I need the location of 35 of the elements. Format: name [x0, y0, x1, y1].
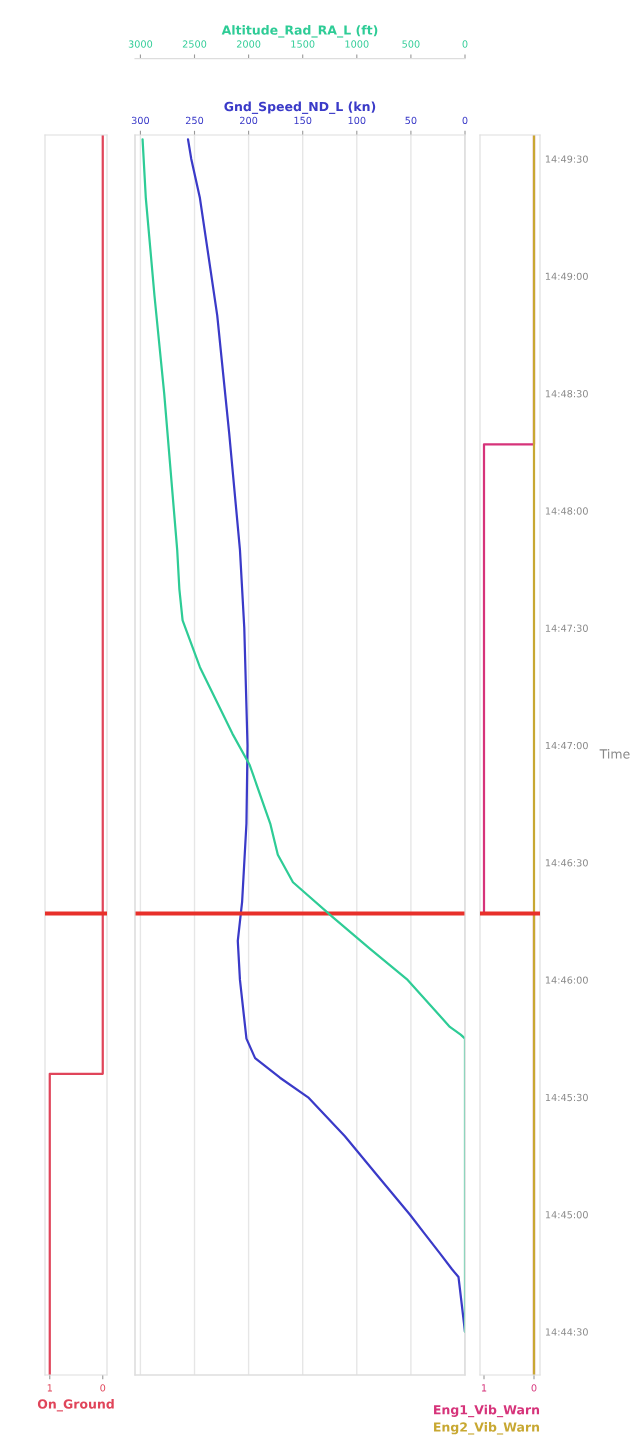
x2-tick-label: 3000	[128, 40, 153, 48]
x-tick-label: 1	[481, 1384, 487, 1392]
y-tick-label: 14:49:00	[545, 272, 588, 280]
x2-tick-label: 500	[402, 40, 420, 48]
x-tick-label: 300	[131, 116, 150, 125]
x2-tick-label: 2500	[182, 40, 207, 48]
x2-axis-title: Altitude_Rad_RA_L (ft)	[221, 25, 378, 38]
y-tick-label: 14:48:00	[545, 507, 588, 515]
text: Eng1_Vib_Warn	[434, 1404, 540, 1418]
x-tick-label: 250	[185, 116, 204, 125]
y-axis-title: Time	[599, 748, 630, 759]
y-tick-label: 14:44:30	[545, 1328, 588, 1336]
x-tick-label: 0	[100, 1384, 106, 1392]
x-axis-title: On_Ground	[37, 1398, 114, 1412]
x-tick-label: 200	[240, 116, 258, 125]
x2-tick-label: 2000	[236, 40, 261, 48]
x-tick-label: 1	[47, 1384, 52, 1392]
y-tick-label: 14:48:30	[545, 390, 588, 398]
x-axis-title: Gnd_Speed_ND_L (kn)	[224, 101, 376, 114]
x2-tick-label: 0	[462, 40, 468, 48]
y-tick-label: 14:49:30	[545, 155, 588, 163]
y-tick-label: 14:46:00	[545, 976, 588, 984]
x-tick-label: 0	[531, 1384, 537, 1392]
x-tick-label: 50	[405, 116, 417, 125]
x-tick-label: 100	[348, 116, 366, 125]
text: Eng2_Vib_Warn	[434, 1422, 540, 1435]
y-tick-label: 14:45:30	[545, 1093, 588, 1102]
y-tick-label: 14:45:00	[545, 1211, 588, 1219]
x2-tick-label: 1000	[345, 40, 369, 48]
y-tick-label: 14:47:30	[545, 624, 588, 632]
x-tick-label: 0	[462, 116, 468, 125]
y-tick-label: 14:46:30	[545, 859, 588, 867]
x2-tick-label: 1500	[291, 40, 315, 48]
y-tick-label: 14:47:00	[545, 741, 588, 750]
x-tick-label: 150	[294, 116, 312, 125]
